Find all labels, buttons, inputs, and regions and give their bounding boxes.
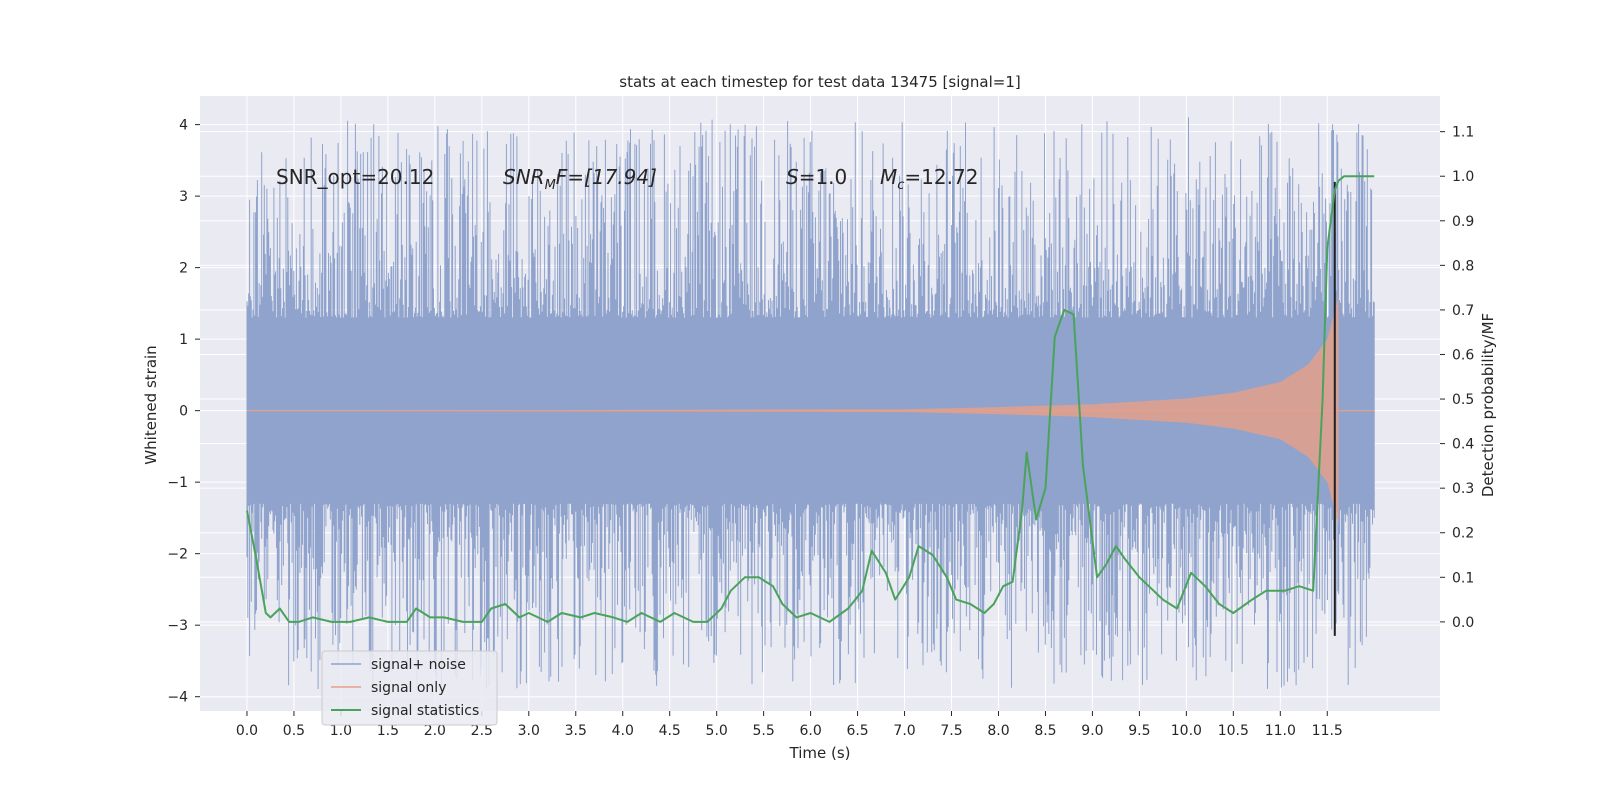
- x-tick-label: 2.5: [471, 723, 493, 739]
- legend-label-signal-statistics: signal statistics: [371, 703, 479, 719]
- series-signal-only: [246, 296, 1375, 526]
- y-right-tick-label: 1.1: [1452, 125, 1474, 141]
- x-tick-label: 4.0: [612, 723, 634, 739]
- y-tick-label: −4: [167, 690, 188, 706]
- legend: signal+ noise signal only signal statist…: [321, 650, 498, 726]
- x-tick-label: 11.5: [1312, 723, 1343, 739]
- x-tick-label: 6.0: [799, 723, 821, 739]
- annotation-snr-opt: SNR_opt=20.12: [276, 165, 434, 189]
- y-tick-label: 4: [179, 118, 188, 134]
- y-axis-label: Whitened strain: [142, 345, 160, 464]
- snr-mf-subscript: M: [545, 178, 556, 193]
- x-tick-label: 5.0: [706, 723, 728, 739]
- annotation-mc: Mc=12.72: [880, 165, 978, 193]
- y-tick-label: −1: [167, 475, 188, 491]
- mc-subscript: c: [897, 178, 904, 193]
- y-right-tick-label: 0.6: [1452, 347, 1474, 363]
- x-tick-label: 8.0: [987, 723, 1009, 739]
- x-tick-label: 1.5: [377, 723, 399, 739]
- y-tick-label: 2: [179, 261, 188, 277]
- y-tick-label: −2: [167, 547, 188, 563]
- y-tick-label: 3: [179, 189, 188, 205]
- series-signal-statistics: [246, 175, 1375, 623]
- x-tick-label: 6.5: [846, 723, 868, 739]
- annotation-s: S=1.0: [786, 165, 847, 189]
- y-right-tick-label: 0.5: [1452, 392, 1474, 408]
- x-tick-label: 4.5: [659, 723, 681, 739]
- statistics-line: [246, 175, 1375, 623]
- mc-symbol: M: [880, 165, 897, 189]
- y-right-tick-label: 0.7: [1452, 303, 1474, 319]
- x-tick-label: 10.0: [1171, 723, 1202, 739]
- y-right-tick-label: 0.1: [1452, 570, 1474, 586]
- x-tick-label: 3.5: [565, 723, 587, 739]
- y-axis-right-label: Detection probability/MF: [1479, 313, 1497, 497]
- x-tick-label: 0.5: [283, 723, 305, 739]
- x-tick-label: 11.0: [1265, 723, 1296, 739]
- x-tick-label: 1.0: [330, 723, 352, 739]
- y-tick-label: −3: [167, 618, 188, 634]
- x-tick-label: 3.0: [518, 723, 540, 739]
- x-tick-label: 2.0: [424, 723, 446, 739]
- x-tick-label: 7.0: [893, 723, 915, 739]
- y-right-tick-label: 0.2: [1452, 526, 1474, 542]
- y-axis-right-ticks: 0.0 0.1 0.2 0.3 0.4 0.5 0.6 0.7 0.8 0.9 1.0 1.1: [1440, 125, 1474, 631]
- y-right-tick-label: 0.3: [1452, 481, 1474, 497]
- x-axis-label: Time (s): [789, 744, 851, 762]
- chart-title: stats at each timestep for test data 134…: [619, 73, 1020, 91]
- s-value: =1.0: [799, 165, 848, 189]
- y-axis-ticks: −4 −3 −2 −1 0 1 2 3 4: [167, 118, 200, 706]
- s-symbol: S: [786, 165, 799, 189]
- y-right-tick-label: 1.0: [1452, 169, 1474, 185]
- x-tick-label: 8.5: [1034, 723, 1056, 739]
- y-right-tick-label: 0.4: [1452, 437, 1474, 453]
- x-tick-label: 9.0: [1081, 723, 1103, 739]
- y-right-tick-label: 0.9: [1452, 214, 1474, 230]
- annotation-snr-mf: SNRMF=[17.94]: [503, 165, 657, 193]
- snr-mf-symbol: SNR: [503, 165, 545, 189]
- y-right-tick-label: 0.0: [1452, 615, 1474, 631]
- mc-value: =12.72: [904, 165, 978, 189]
- x-axis-ticks: 0.0 0.5 1.0 1.5 2.0 2.5 3.0 3.5 4.0 4.5 5.0 5.5 6.0 6…: [236, 711, 1343, 739]
- x-tick-label: 10.5: [1218, 723, 1249, 739]
- legend-label-signal-plus-noise: signal+ noise: [371, 657, 466, 673]
- snr-mf-value: F=[17.94]: [556, 165, 657, 189]
- x-tick-label: 7.5: [940, 723, 962, 739]
- x-tick-label: 0.0: [236, 723, 258, 739]
- y-tick-label: 1: [179, 332, 188, 348]
- y-right-tick-label: 0.8: [1452, 258, 1474, 274]
- legend-box: [321, 650, 498, 726]
- x-tick-label: 5.5: [753, 723, 775, 739]
- y-tick-label: 0: [179, 404, 188, 420]
- x-tick-label: 9.5: [1128, 723, 1150, 739]
- legend-label-signal-only: signal only: [371, 680, 446, 696]
